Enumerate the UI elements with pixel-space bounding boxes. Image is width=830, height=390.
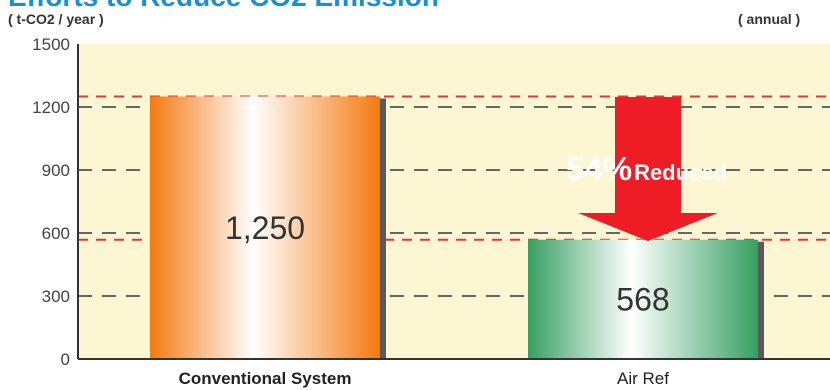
chart-title: Efforts to Reduce CO2 Emission [8,0,439,12]
y-axis-unit-label: ( t-CO2 / year ) [8,11,104,27]
reduction-arrow [578,97,718,241]
category-label-air-ref: Air Ref [617,369,669,388]
category-label-conventional-system: Conventional System [179,369,352,388]
y-tick-label: 600 [42,224,70,243]
reduction-label: 54%Reduced [566,150,727,187]
value-label-conventional-system: 1,250 [225,210,305,246]
annual-note: ( annual ) [738,11,800,27]
y-tick-label: 300 [42,287,70,306]
reduction-annotation: 54%Reduced [566,97,727,241]
y-tick-label: 900 [42,161,70,180]
y-axis-ticks: 0 300 600 900 1200 1500 [32,35,70,369]
y-tick-label: 0 [61,350,70,369]
reduction-percent: 54% [566,150,632,187]
bar-air-ref [528,239,758,359]
y-tick-label: 1200 [32,98,70,117]
y-tick-label: 1500 [32,35,70,54]
bars: 1,250 Conventional System 568 Air Ref [150,96,764,388]
reduction-text: Reduced [634,160,727,185]
bar-conventional-system [150,96,380,359]
value-label-air-ref: 568 [616,281,669,317]
